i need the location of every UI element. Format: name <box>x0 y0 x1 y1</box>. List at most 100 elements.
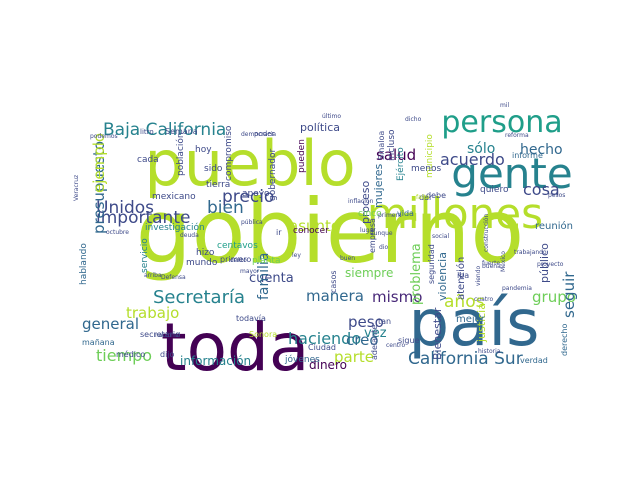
word: política <box>300 121 340 134</box>
word: dio <box>379 244 388 251</box>
word: cada <box>137 155 159 165</box>
word: hablando <box>79 243 89 285</box>
word: importante <box>96 208 190 228</box>
word: hecho <box>520 142 563 158</box>
word: litro <box>140 128 154 136</box>
word: salud <box>376 146 416 164</box>
word: investigación <box>145 222 205 233</box>
word: Ejército <box>395 147 406 181</box>
word: octubre <box>106 229 129 236</box>
word: ejemplo <box>90 133 108 193</box>
word: primero <box>220 255 251 264</box>
word: hoy <box>195 145 212 155</box>
word: gobierno <box>136 180 524 283</box>
word: acuerdo <box>440 150 505 169</box>
word: peso <box>348 313 384 331</box>
word: años <box>444 292 485 312</box>
word: general <box>82 315 139 333</box>
word: mundo <box>186 258 218 268</box>
word: empresa <box>368 218 377 253</box>
word: pueblo <box>144 127 355 200</box>
word: jóvenes <box>284 354 320 365</box>
word: buen <box>340 255 355 262</box>
word: tierra <box>206 180 230 190</box>
word: incluso <box>387 129 397 161</box>
word: creo <box>346 331 379 349</box>
word: dicho <box>405 116 422 123</box>
word: historia <box>478 348 501 355</box>
word: buena <box>482 263 501 270</box>
word: ir <box>276 228 282 237</box>
word: primera <box>378 212 402 219</box>
word: pesos <box>548 192 565 199</box>
word: Baja California <box>103 120 226 140</box>
word: cinco <box>358 209 382 219</box>
word: planta <box>252 256 280 266</box>
word: cuatro <box>474 296 493 303</box>
word: tiempo <box>96 346 152 365</box>
word: nacional <box>155 332 181 339</box>
word: precio <box>222 187 274 207</box>
word: verdad <box>520 356 548 365</box>
word: menos <box>411 164 442 174</box>
word: pueden <box>297 139 307 173</box>
word: California Sur <box>408 349 523 369</box>
word: dijo <box>160 350 175 359</box>
word: Semana <box>165 127 198 136</box>
word: millones <box>367 189 543 238</box>
word: secretario <box>140 330 180 339</box>
word: inflación <box>348 198 374 205</box>
word: presupuesto <box>90 141 108 234</box>
word: cosa <box>523 180 560 199</box>
word: vida <box>397 209 414 218</box>
word: centavos <box>217 241 258 251</box>
word: atención <box>455 257 467 300</box>
word: siempre <box>345 266 393 280</box>
word: sigue <box>398 336 420 345</box>
word: mañana <box>82 338 115 347</box>
word: haciendo <box>288 329 361 348</box>
word: toda <box>161 309 310 386</box>
word: pública <box>241 219 263 226</box>
word: reforma <box>505 132 529 139</box>
word: fuerte <box>482 260 500 267</box>
word: pandemia <box>502 285 532 292</box>
word: Secretaría <box>153 287 245 308</box>
word: parte <box>334 348 374 366</box>
word: servicio <box>140 238 150 273</box>
word: mexicano <box>152 192 196 202</box>
word: sólo <box>467 141 495 157</box>
word: cuenta <box>249 271 294 286</box>
word: proyecto <box>537 261 564 268</box>
word: Bienestar <box>431 307 444 360</box>
word: falta <box>416 194 430 201</box>
word: construcción <box>483 214 490 252</box>
word: todavía <box>236 314 266 323</box>
word: tan <box>378 317 391 326</box>
word: Ciudad <box>308 343 336 352</box>
word: arriba <box>144 272 162 279</box>
word: público <box>538 243 551 283</box>
word: persona <box>441 105 562 140</box>
word: mismo <box>372 288 422 306</box>
word: municipio <box>425 134 435 178</box>
word: compromiso <box>224 125 234 181</box>
word: proceso <box>359 180 372 224</box>
word: Veracruz <box>73 175 80 201</box>
word: centro <box>386 342 405 349</box>
word: hizo <box>196 248 215 258</box>
word: Sinaloa <box>377 131 386 160</box>
word: bien <box>207 198 244 218</box>
word: último <box>322 113 341 120</box>
word: mejor <box>456 314 486 325</box>
word: reunión <box>535 220 573 232</box>
word: debe <box>426 191 446 200</box>
word: conocer <box>293 226 329 236</box>
word: dar <box>419 193 433 202</box>
word: vez <box>364 326 387 341</box>
word: podemos <box>90 133 118 140</box>
word: casos <box>329 270 338 293</box>
word: viendo <box>475 265 482 286</box>
